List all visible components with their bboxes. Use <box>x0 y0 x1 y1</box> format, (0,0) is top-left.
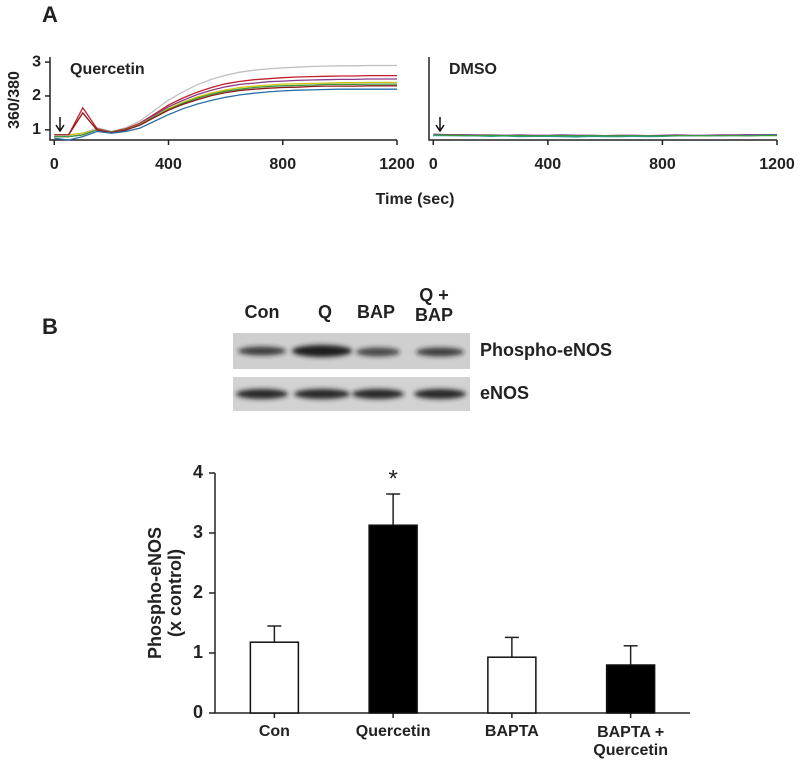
x-tick-label: 800 <box>269 156 296 173</box>
axis-line <box>428 57 777 141</box>
y-tick-label: 3 <box>193 522 203 542</box>
x-tick-label: 1200 <box>759 156 795 173</box>
row-label: eNOS <box>480 383 529 403</box>
x-tick-label: BAPTA <box>485 723 539 740</box>
y-tick-label: 2 <box>193 582 203 602</box>
x-tick-label: 800 <box>649 156 676 173</box>
lane-label: Con <box>245 302 280 322</box>
x-tick-label: 400 <box>535 156 562 173</box>
y-tick-label: 1 <box>193 642 203 662</box>
trace <box>54 78 397 138</box>
trace <box>54 85 397 136</box>
x-tick-label: Quercetin <box>356 723 431 740</box>
stimulus-arrow <box>55 117 445 133</box>
y-axis-label: Phospho-eNOS(x control) <box>145 527 185 659</box>
trace <box>54 88 397 141</box>
panel-label: A <box>42 2 58 27</box>
x-axis-label: Time (sec) <box>376 191 455 208</box>
bar <box>605 664 656 714</box>
x-tick-label: Con <box>259 723 290 740</box>
lane-label: Q + BAP <box>415 285 453 325</box>
y-axis-label: 360/380 <box>6 71 23 129</box>
trace <box>54 81 397 136</box>
x-tick-label: 400 <box>155 156 182 173</box>
western-blot <box>233 333 470 411</box>
lane-label: BAP <box>357 302 395 322</box>
y-tick-label: 0 <box>193 702 203 722</box>
bar <box>249 641 300 714</box>
x-tick-label: BAPTA + Quercetin <box>593 724 668 759</box>
significance-mark: * <box>388 465 397 492</box>
row-label: Phospho-eNOS <box>480 340 612 360</box>
bar <box>487 656 537 714</box>
x-tick-label: 0 <box>429 156 438 173</box>
lane-label: Q <box>318 302 332 322</box>
y-tick-label: 1 <box>32 121 41 138</box>
y-tick-label: 2 <box>32 87 41 104</box>
trace <box>433 134 777 137</box>
chart-title: DMSO <box>449 61 497 78</box>
bar <box>368 524 418 714</box>
chart-title: Quercetin <box>70 61 145 78</box>
x-tick-label: 0 <box>50 156 59 173</box>
y-tick-label: 3 <box>32 53 41 70</box>
axis-line <box>49 57 397 141</box>
panel-label: B <box>42 314 58 339</box>
x-tick-label: 1200 <box>379 156 415 173</box>
y-tick-label: 4 <box>193 462 203 482</box>
